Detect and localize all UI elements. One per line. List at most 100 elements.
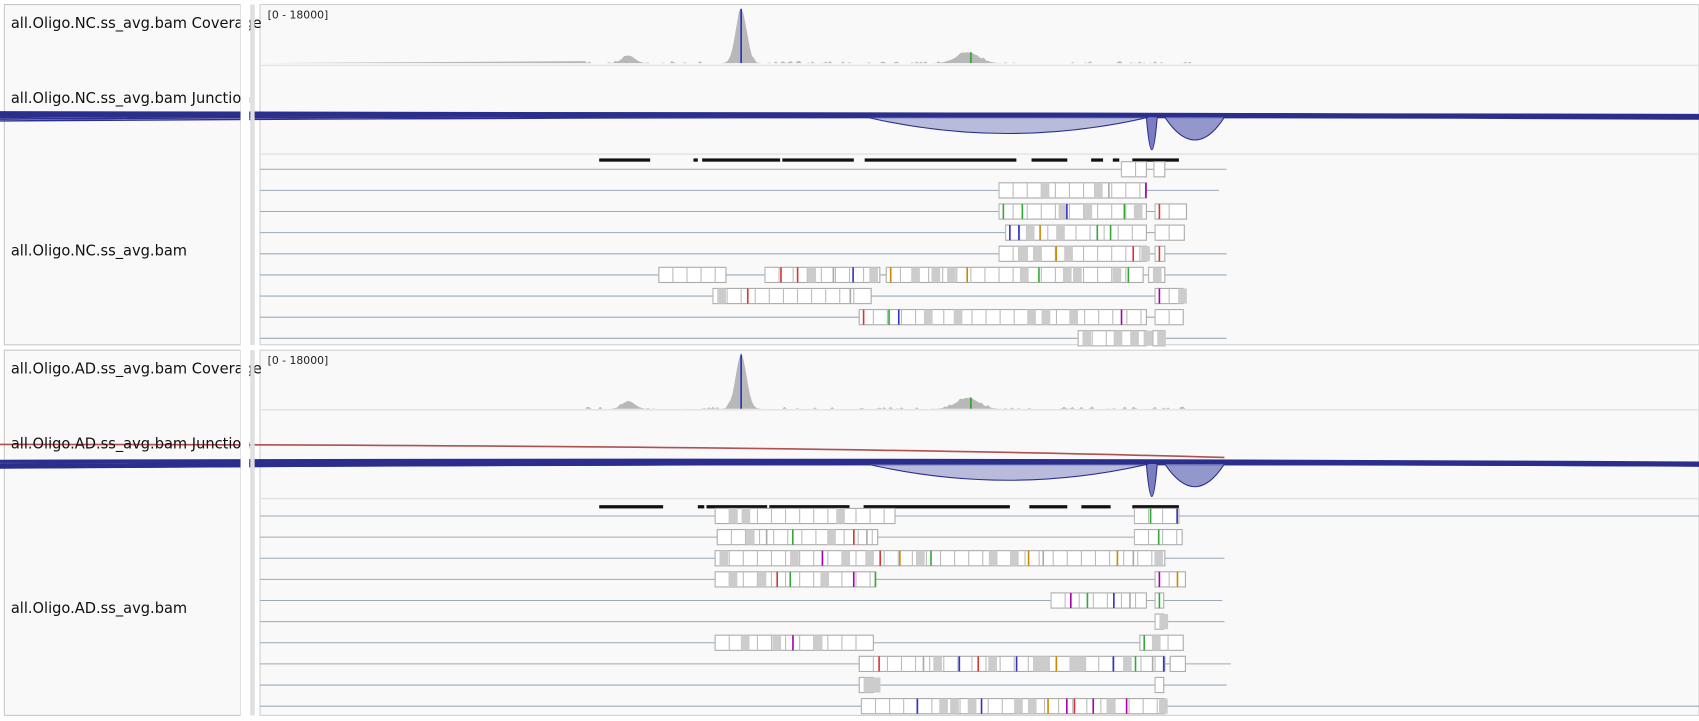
read-gap [1157,330,1166,346]
track-name: all.Oligo.AD.ss_avg.bam Coverage [11,361,262,378]
read-gap [1152,267,1162,283]
read-gap [923,309,933,325]
read-block [1153,161,1166,178]
read-gap [1151,635,1161,651]
read-gap [967,698,977,714]
junction-arc [0,116,1699,122]
coverage-dash [864,158,1017,162]
read-gap [1159,698,1168,714]
read-gap [911,267,920,283]
name-panel [3,349,242,716]
junction-arc [1164,116,1225,141]
track-name: all.Oligo.NC.ss_avg.bam Junction [11,90,251,107]
read-gap [1082,330,1092,346]
read-gap [1019,267,1029,283]
read-gap [1062,267,1072,283]
read-gap [1025,225,1035,241]
coverage-dash [1112,158,1120,162]
read-gap [863,677,873,693]
junction-arc [0,112,1699,117]
read-gap [1040,182,1050,198]
junction-arc [0,459,1699,464]
read-gap [820,571,830,587]
read-block [1169,655,1186,673]
read-block [885,266,1144,284]
read-gap [865,550,874,566]
read-gap [931,267,941,283]
read-gap [1083,203,1093,220]
read-gap [1154,550,1164,566]
read-gap [836,508,845,524]
read-block [764,266,881,284]
coverage-dash [1132,505,1179,509]
coverage-dash [693,158,698,162]
read-block [712,287,872,305]
read-gap [741,508,751,524]
read-gap [1112,267,1122,283]
read-gap [1073,267,1082,283]
read-gap [729,508,738,524]
read-gap [869,267,878,283]
read-gap [813,635,823,651]
coverage-dash [1091,158,1104,162]
data-panel [259,4,1699,346]
read-gap [1094,182,1103,198]
name-panel [3,4,242,346]
track-name: all.Oligo.AD.ss_avg.bam Junction [11,435,251,452]
junction-arc [1164,463,1225,488]
read-gap [1141,246,1150,262]
read-gap [1077,656,1087,672]
read-gap [728,571,738,587]
coverage-dash [706,505,768,509]
read-block [714,634,874,651]
read-gap [1113,330,1123,346]
read-gap [740,635,750,651]
read-gap [790,550,799,566]
read-gap [1041,309,1051,325]
track-name: all.Oligo.AD.ss_avg.bam [11,600,187,617]
junction-arc [0,461,1699,466]
read-block [858,309,1147,326]
read-gap [1133,203,1143,220]
read-block [998,182,1147,199]
read-gap [1027,309,1036,325]
read-gap [939,698,948,714]
read-gap [1014,698,1023,714]
coverage-dash [697,505,705,509]
junction-arc [866,463,1149,481]
read-gap [1056,225,1065,241]
read-gap [1018,246,1027,262]
read-gap [841,550,851,566]
data-range: [0 - 18000] [268,354,329,367]
read-gap [827,529,836,545]
coverage-dash [1081,505,1111,509]
junction-arc [0,460,1699,465]
track-name: all.Oligo.NC.ss_avg.bam Coverage [11,15,262,32]
coverage-dash [599,158,651,162]
coverage-dash [863,505,1010,509]
read-gap [916,550,925,566]
read-block [1120,161,1147,178]
junction-arc [0,115,1699,120]
read-gap [1033,246,1042,262]
read-gap [807,267,817,283]
read-gap [1064,246,1073,262]
coverage-dash [1132,158,1179,162]
read-gap [988,656,997,672]
read-block [1139,634,1184,651]
read-block [1133,507,1180,525]
read-block [658,266,727,284]
coverage-dash [769,505,850,509]
coverage-dash [1031,158,1068,162]
read-gap [745,529,755,545]
data-panel [259,349,1699,716]
coverage-dash [702,158,781,162]
read-gap [1143,330,1153,346]
read-gap [1027,698,1037,714]
read-gap [1058,203,1068,220]
read-gap [1033,656,1042,672]
read-gap [772,635,782,651]
read-gap [1069,656,1078,672]
read-block [714,571,877,588]
